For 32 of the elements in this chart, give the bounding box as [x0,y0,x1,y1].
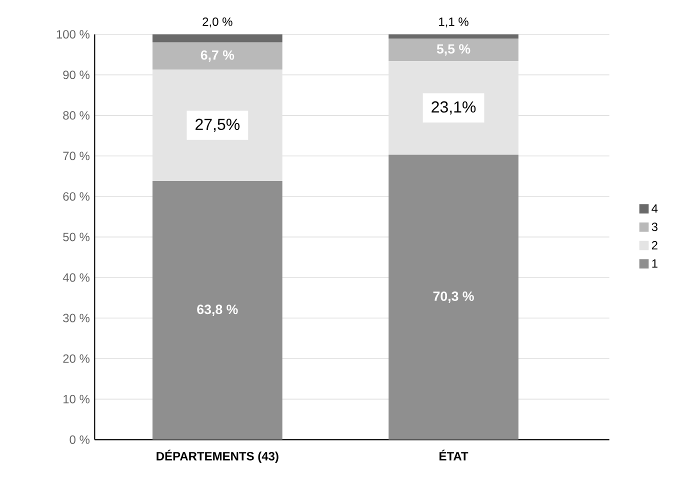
y-tick-label: 30 % [63,314,90,322]
y-tick-label: 20 % [63,354,90,363]
bar [388,34,518,39]
bar [152,34,282,42]
data-label: 27,5% [196,118,240,132]
y-tick-label: 40 % [62,273,90,282]
y-tick-label: 60 % [63,192,90,201]
data-label: 2,0 % [202,17,232,28]
legend-label: 2 [652,240,658,250]
x-tick-label: ÉTAT [440,450,468,460]
y-tick-label: 50 % [63,232,90,242]
data-label: 63,8 % [197,304,238,316]
data-label: 23,1% [432,101,476,115]
legend-label: 1 [652,259,658,268]
data-label: 5,5 % [436,44,470,56]
data-label: 70,3 % [433,292,474,303]
data-label: 6,7 % [200,50,234,62]
legend-label: 4 [652,204,658,213]
bar [152,70,282,182]
data-label: 1,1 % [439,18,468,28]
bar [388,154,518,440]
x-tick-label: DÉPARTEMENTS (43) [156,450,278,463]
y-tick-label: 10 % [64,394,90,404]
bar [152,42,282,70]
y-tick-label: 70 % [63,152,90,160]
legend-label: 3 [652,222,658,232]
bar [388,38,518,62]
y-tick-label: 80 % [63,111,90,120]
y-tick-label: 90 % [63,70,90,80]
y-tick-label: 0 % [70,435,90,444]
y-tick-label: 100 % [56,30,90,39]
bar [152,181,282,440]
